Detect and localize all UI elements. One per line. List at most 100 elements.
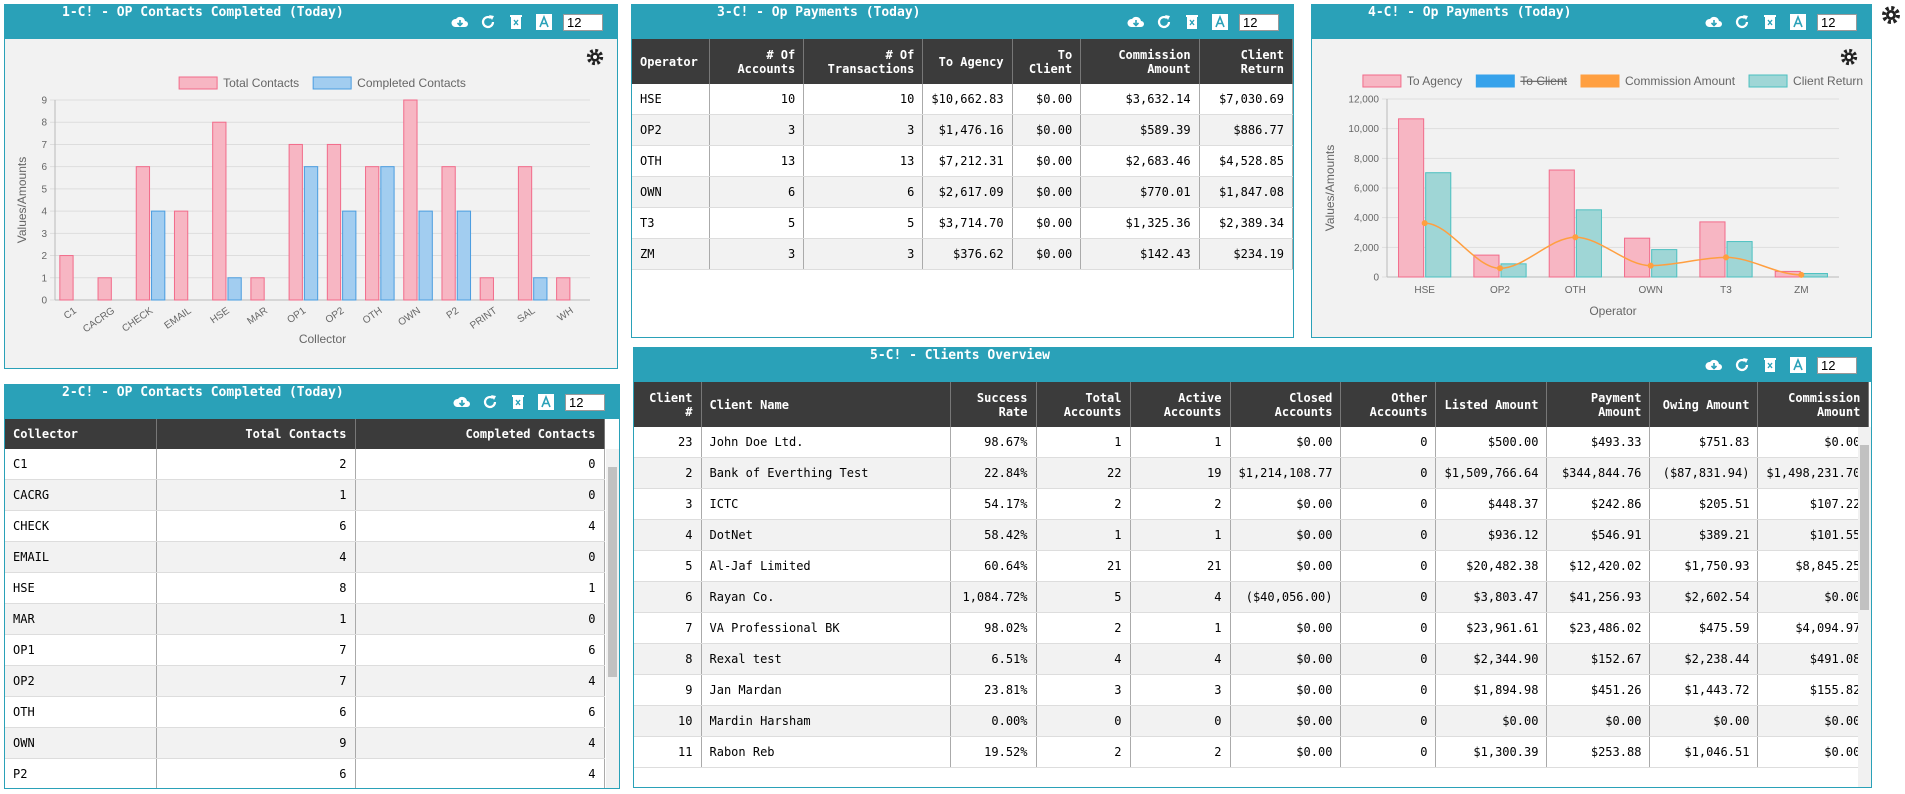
- table-row: ZM 3 3 $376.62 $0.00 $142.43 $234.19: [632, 238, 1293, 270]
- column-header[interactable]: Collector: [5, 419, 157, 449]
- table-cell: 4: [355, 665, 605, 697]
- clear-button[interactable]: [507, 13, 525, 31]
- x-tick-label: OP2: [324, 305, 347, 326]
- chart-settings[interactable]: [1839, 47, 1859, 67]
- bar: [1624, 237, 1651, 278]
- column-header[interactable]: Operator: [632, 39, 711, 84]
- font-button[interactable]: [537, 393, 555, 411]
- font-button[interactable]: [1789, 356, 1807, 374]
- table-cell: 10: [709, 84, 805, 115]
- page-size-input[interactable]: 12: [1817, 13, 1857, 31]
- scrollbar-thumb[interactable]: [1860, 445, 1869, 610]
- y-tick-label: 0: [1373, 273, 1379, 284]
- table-row: P2 6 4: [5, 758, 605, 788]
- legend-label[interactable]: To Client: [1520, 74, 1567, 88]
- column-header[interactable]: To Client: [1012, 39, 1082, 84]
- chart-settings[interactable]: [585, 47, 605, 67]
- refresh-button[interactable]: [1155, 13, 1173, 31]
- table-cell: 6: [709, 176, 805, 208]
- refresh-button[interactable]: [481, 393, 499, 411]
- column-header[interactable]: Closed Accounts: [1230, 382, 1342, 427]
- table-cell: 1: [1036, 427, 1131, 458]
- table-cell: $7,030.69: [1199, 84, 1293, 115]
- x-tick-label: P2: [445, 305, 462, 321]
- column-header[interactable]: Active Accounts: [1130, 382, 1231, 427]
- column-header[interactable]: Client #: [634, 382, 702, 427]
- column-header[interactable]: Client Return: [1199, 39, 1293, 84]
- download-button[interactable]: [1127, 13, 1145, 31]
- legend-label[interactable]: Commission Amount: [1625, 74, 1736, 88]
- legend-label[interactable]: Completed Contacts: [357, 76, 466, 90]
- column-header[interactable]: Commission Amount: [1757, 382, 1870, 427]
- table-cell: $0.00: [1012, 145, 1082, 177]
- table-cell: $23,961.61: [1435, 612, 1548, 644]
- column-header[interactable]: # Of Accounts: [709, 39, 805, 84]
- column-header[interactable]: To Agency: [922, 39, 1013, 84]
- table-cell: 0: [1130, 705, 1231, 737]
- legend-label[interactable]: Client Return: [1793, 74, 1863, 88]
- page-size-input[interactable]: 12: [563, 13, 603, 31]
- scrollbar[interactable]: [1858, 427, 1871, 787]
- clear-button[interactable]: [509, 393, 527, 411]
- legend-label[interactable]: Total Contacts: [223, 76, 299, 90]
- column-header[interactable]: # Of Transactions: [803, 39, 924, 84]
- table-cell: 1: [1036, 519, 1131, 551]
- x-tick-label: OWN: [396, 305, 422, 328]
- table-cell: Rexal test: [701, 643, 951, 675]
- chart: 0 1 2 3 4 5 6 7 8 9 C1 CACRG CHECK EMAIL HSE MAR OP1 OP2 O…: [15, 76, 590, 346]
- scrollbar-thumb[interactable]: [608, 467, 617, 677]
- refresh-button[interactable]: [1733, 13, 1751, 31]
- column-header[interactable]: Total Contacts: [156, 419, 356, 449]
- global-settings[interactable]: [1880, 4, 1902, 26]
- download-button[interactable]: [1705, 356, 1723, 374]
- table-cell: 6: [156, 696, 356, 728]
- table-cell: $344,844.76: [1546, 457, 1651, 489]
- page-size-input[interactable]: 12: [565, 393, 605, 411]
- column-header[interactable]: Other Accounts: [1340, 382, 1437, 427]
- table-row: CHECK 6 4: [5, 510, 605, 542]
- clear-button[interactable]: [1761, 13, 1779, 31]
- table-cell: $234.19: [1199, 238, 1293, 270]
- table-cell: 1: [1130, 427, 1231, 458]
- download-button[interactable]: [1705, 13, 1723, 31]
- table-cell: $142.43: [1080, 238, 1200, 270]
- table-row: 8 Rexal test 6.51% 4 4 $0.00 0 $2,344.90 $152.67…: [634, 643, 1870, 675]
- font-button[interactable]: [1789, 13, 1807, 31]
- bar: [151, 210, 166, 301]
- column-header[interactable]: Client Name: [701, 382, 951, 427]
- icon-shape: [1793, 14, 1803, 28]
- legend: Total Contacts Completed Contacts: [178, 76, 466, 90]
- refresh-button[interactable]: [479, 13, 497, 31]
- table-cell: 1: [156, 479, 356, 511]
- chart: 0 2,000 4,000 6,000 8,000 10,000 12,000 HSE OP2 O…: [1323, 74, 1863, 318]
- table-cell: $107.22: [1757, 488, 1870, 520]
- column-header[interactable]: Completed Contacts: [355, 419, 605, 449]
- download-button[interactable]: [451, 13, 469, 31]
- table-cell: 9: [634, 674, 702, 706]
- column-header[interactable]: Payment Amount: [1546, 382, 1651, 427]
- column-header[interactable]: Listed Amount: [1435, 382, 1548, 427]
- x-tick-label: OTH: [1565, 285, 1586, 296]
- legend-label[interactable]: To Agency: [1407, 74, 1462, 88]
- page-size-input[interactable]: 12: [1239, 13, 1279, 31]
- y-axis-title: Values/Amounts: [1323, 145, 1337, 232]
- clear-button[interactable]: [1183, 13, 1201, 31]
- scrollbar[interactable]: [606, 449, 619, 788]
- refresh-button[interactable]: [1733, 356, 1751, 374]
- table-cell: 3: [634, 488, 702, 520]
- font-button[interactable]: [535, 13, 553, 31]
- column-header[interactable]: Owing Amount: [1649, 382, 1759, 427]
- page-size-input[interactable]: 12: [1817, 356, 1857, 374]
- font-button[interactable]: [1211, 13, 1229, 31]
- table-row: 10 Mardin Harsham 0.00% 0 0 $0.00 0 $0.00 $0.00 $…: [634, 705, 1870, 737]
- column-header[interactable]: Total Accounts: [1036, 382, 1131, 427]
- panel-body: Client # Client Name Success Rate Total Acc…: [634, 382, 1871, 787]
- table-row: OTH 6 6: [5, 696, 605, 728]
- column-header[interactable]: Commission Amount: [1080, 39, 1200, 84]
- table-cell: $41,256.93: [1546, 581, 1651, 613]
- table-cell: 0: [1340, 581, 1437, 613]
- table-cell: Jan Mardan: [701, 674, 951, 706]
- column-header[interactable]: Success Rate: [950, 382, 1037, 427]
- clear-button[interactable]: [1761, 356, 1779, 374]
- download-button[interactable]: [453, 393, 471, 411]
